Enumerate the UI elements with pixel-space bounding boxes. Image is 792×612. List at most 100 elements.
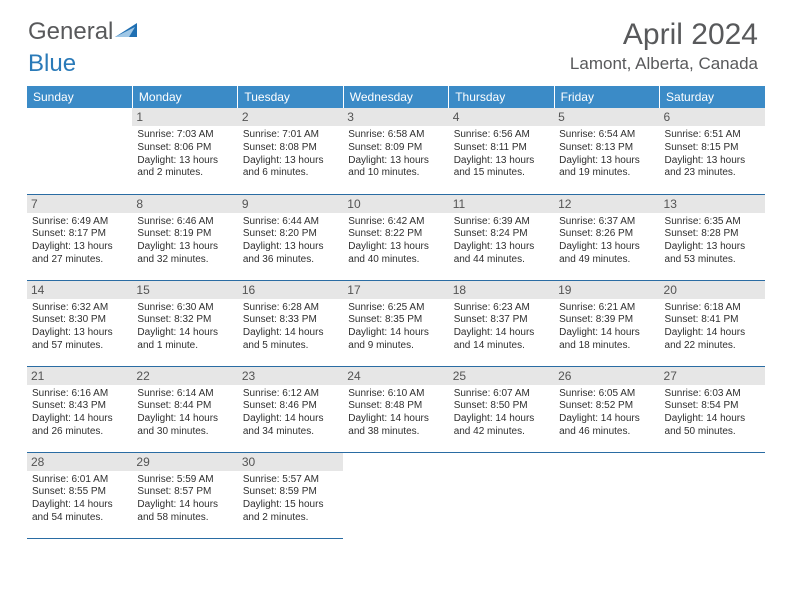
sunset-text: Sunset: 8:15 PM xyxy=(665,142,760,155)
sunrise-text: Sunrise: 6:05 AM xyxy=(559,388,654,401)
sunset-text: Sunset: 8:39 PM xyxy=(559,314,654,327)
header: General April 2024 Lamont, Alberta, Cana… xyxy=(0,0,792,82)
calendar-cell: 26Sunrise: 6:05 AMSunset: 8:52 PMDayligh… xyxy=(554,366,659,452)
day-details: Sunrise: 6:18 AMSunset: 8:41 PMDaylight:… xyxy=(665,302,760,353)
day-details: Sunrise: 6:21 AMSunset: 8:39 PMDaylight:… xyxy=(559,302,654,353)
calendar-row: 1Sunrise: 7:03 AMSunset: 8:06 PMDaylight… xyxy=(27,108,765,194)
calendar-cell: 24 Sunrise: 6:10 AMSunset: 8:48 PMDayligh… xyxy=(343,366,448,452)
day-number: 24 xyxy=(343,367,448,385)
sunrise-text: Sunrise: 6:25 AM xyxy=(348,302,443,315)
day-number: 2 xyxy=(238,108,343,126)
daylight-text: Daylight: 14 hours and 1 minute. xyxy=(137,327,232,353)
sunrise-text: Sunrise: 6:30 AM xyxy=(137,302,232,315)
day-number-blank xyxy=(27,108,132,126)
calendar-cell: 27 Sunrise: 6:03 AMSunset: 8:54 PMDayligh… xyxy=(660,366,765,452)
sunrise-text: Sunrise: 6:01 AM xyxy=(32,474,127,487)
calendar-cell: 3 Sunrise: 6:58 AMSunset: 8:09 PMDaylight… xyxy=(343,108,448,194)
sunset-text: Sunset: 8:50 PM xyxy=(454,400,549,413)
day-details: Sunrise: 6:51 AMSunset: 8:15 PMDaylight:… xyxy=(665,129,760,180)
daylight-text: Daylight: 13 hours and 32 minutes. xyxy=(137,241,232,267)
daylight-text: Daylight: 14 hours and 46 minutes. xyxy=(559,413,654,439)
daylight-text: Daylight: 14 hours and 18 minutes. xyxy=(559,327,654,353)
day-details: Sunrise: 6:14 AMSunset: 8:44 PMDaylight:… xyxy=(137,388,232,439)
daylight-text: Daylight: 14 hours and 22 minutes. xyxy=(665,327,760,353)
day-number: 27 xyxy=(660,367,765,385)
logo-triangle-icon xyxy=(115,18,139,46)
col-monday: Monday xyxy=(132,86,237,108)
calendar-cell xyxy=(27,108,132,194)
day-number: 3 xyxy=(343,108,448,126)
sunrise-text: Sunrise: 6:58 AM xyxy=(348,129,443,142)
day-number: 16 xyxy=(238,281,343,299)
sunrise-text: Sunrise: 6:49 AM xyxy=(32,216,127,229)
calendar-cell: 12Sunrise: 6:37 AMSunset: 8:26 PMDayligh… xyxy=(554,194,659,280)
sunset-text: Sunset: 8:22 PM xyxy=(348,228,443,241)
sunrise-text: Sunrise: 6:21 AM xyxy=(559,302,654,315)
sunrise-text: Sunrise: 6:10 AM xyxy=(348,388,443,401)
calendar-cell: 25Sunrise: 6:07 AMSunset: 8:50 PMDayligh… xyxy=(449,366,554,452)
daylight-text: Daylight: 13 hours and 49 minutes. xyxy=(559,241,654,267)
day-details: Sunrise: 6:03 AMSunset: 8:54 PMDaylight:… xyxy=(665,388,760,439)
day-details: Sunrise: 6:39 AMSunset: 8:24 PMDaylight:… xyxy=(454,216,549,267)
sunrise-text: Sunrise: 5:57 AM xyxy=(243,474,338,487)
day-details: Sunrise: 6:56 AMSunset: 8:11 PMDaylight:… xyxy=(454,129,549,180)
calendar-cell: 30Sunrise: 5:57 AMSunset: 8:59 PMDayligh… xyxy=(238,452,343,538)
day-details: Sunrise: 6:58 AMSunset: 8:09 PMDaylight:… xyxy=(348,129,443,180)
calendar-cell: 5Sunrise: 6:54 AMSunset: 8:13 PMDaylight… xyxy=(554,108,659,194)
logo: General xyxy=(28,18,139,46)
day-details: Sunrise: 6:37 AMSunset: 8:26 PMDaylight:… xyxy=(559,216,654,267)
day-number: 5 xyxy=(554,108,659,126)
calendar-cell: 20 Sunrise: 6:18 AMSunset: 8:41 PMDayligh… xyxy=(660,280,765,366)
day-details: Sunrise: 6:23 AMSunset: 8:37 PMDaylight:… xyxy=(454,302,549,353)
sunrise-text: Sunrise: 5:59 AM xyxy=(137,474,232,487)
daylight-text: Daylight: 14 hours and 34 minutes. xyxy=(243,413,338,439)
day-details: Sunrise: 6:07 AMSunset: 8:50 PMDaylight:… xyxy=(454,388,549,439)
sunset-text: Sunset: 8:09 PM xyxy=(348,142,443,155)
calendar-cell: 23Sunrise: 6:12 AMSunset: 8:46 PMDayligh… xyxy=(238,366,343,452)
calendar-cell: 19Sunrise: 6:21 AMSunset: 8:39 PMDayligh… xyxy=(554,280,659,366)
calendar-cell: 2Sunrise: 7:01 AMSunset: 8:08 PMDaylight… xyxy=(238,108,343,194)
logo-text-1: General xyxy=(28,18,113,46)
day-number: 21 xyxy=(27,367,132,385)
calendar-cell: 8Sunrise: 6:46 AMSunset: 8:19 PMDaylight… xyxy=(132,194,237,280)
calendar-cell xyxy=(343,452,448,538)
calendar-cell: 11Sunrise: 6:39 AMSunset: 8:24 PMDayligh… xyxy=(449,194,554,280)
daylight-text: Daylight: 14 hours and 42 minutes. xyxy=(454,413,549,439)
calendar-cell xyxy=(554,452,659,538)
sunset-text: Sunset: 8:24 PM xyxy=(454,228,549,241)
day-number: 26 xyxy=(554,367,659,385)
daylight-text: Daylight: 14 hours and 38 minutes. xyxy=(348,413,443,439)
day-number: 29 xyxy=(132,453,237,471)
day-details: Sunrise: 6:42 AMSunset: 8:22 PMDaylight:… xyxy=(348,216,443,267)
sunrise-text: Sunrise: 6:32 AM xyxy=(32,302,127,315)
daylight-text: Daylight: 14 hours and 26 minutes. xyxy=(32,413,127,439)
sunset-text: Sunset: 8:32 PM xyxy=(137,314,232,327)
day-number: 14 xyxy=(27,281,132,299)
sunrise-text: Sunrise: 6:46 AM xyxy=(137,216,232,229)
col-wednesday: Wednesday xyxy=(343,86,448,108)
col-tuesday: Tuesday xyxy=(238,86,343,108)
sunrise-text: Sunrise: 6:16 AM xyxy=(32,388,127,401)
day-number: 1 xyxy=(132,108,237,126)
page-title: April 2024 xyxy=(570,18,758,52)
day-details: Sunrise: 6:12 AMSunset: 8:46 PMDaylight:… xyxy=(243,388,338,439)
sunset-text: Sunset: 8:28 PM xyxy=(665,228,760,241)
calendar-cell: 10Sunrise: 6:42 AMSunset: 8:22 PMDayligh… xyxy=(343,194,448,280)
day-details: Sunrise: 6:28 AMSunset: 8:33 PMDaylight:… xyxy=(243,302,338,353)
sunset-text: Sunset: 8:35 PM xyxy=(348,314,443,327)
sunrise-text: Sunrise: 6:44 AM xyxy=(243,216,338,229)
sunrise-text: Sunrise: 6:28 AM xyxy=(243,302,338,315)
calendar-cell: 29Sunrise: 5:59 AMSunset: 8:57 PMDayligh… xyxy=(132,452,237,538)
day-number: 4 xyxy=(449,108,554,126)
sunset-text: Sunset: 8:17 PM xyxy=(32,228,127,241)
day-details: Sunrise: 6:10 AMSunset: 8:48 PMDaylight:… xyxy=(348,388,443,439)
sunset-text: Sunset: 8:26 PM xyxy=(559,228,654,241)
calendar-cell: 6 Sunrise: 6:51 AMSunset: 8:15 PMDaylight… xyxy=(660,108,765,194)
day-details: Sunrise: 6:32 AMSunset: 8:30 PMDaylight:… xyxy=(32,302,127,353)
sunrise-text: Sunrise: 6:23 AM xyxy=(454,302,549,315)
day-details: Sunrise: 6:25 AMSunset: 8:35 PMDaylight:… xyxy=(348,302,443,353)
sunset-text: Sunset: 8:57 PM xyxy=(137,486,232,499)
day-number: 20 xyxy=(660,281,765,299)
sunset-text: Sunset: 8:43 PM xyxy=(32,400,127,413)
day-number: 6 xyxy=(660,108,765,126)
